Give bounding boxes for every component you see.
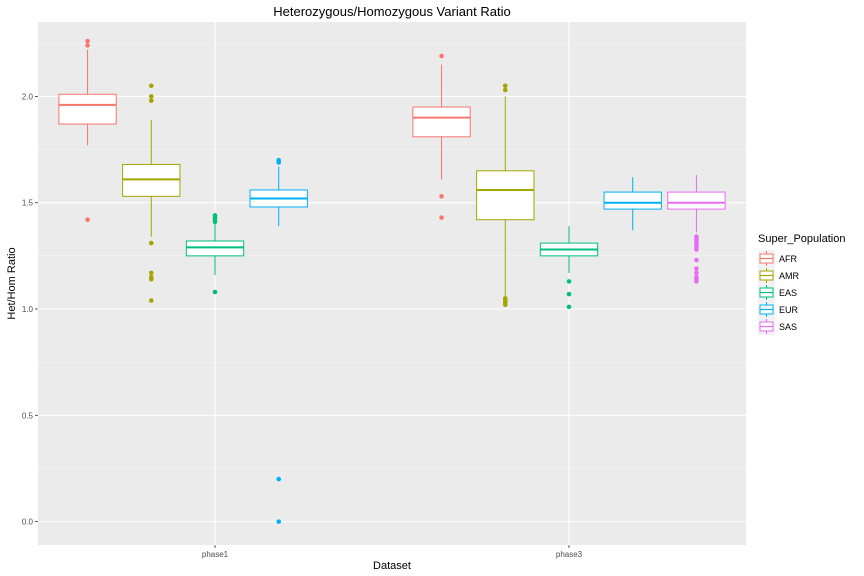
y-axis-title: Het/Hom Ratio [6, 247, 18, 319]
outlier-point [85, 43, 90, 48]
y-tick-label: 2.0 [22, 92, 34, 101]
outlier-point [212, 289, 218, 295]
box-iqr [122, 163, 181, 197]
outlier-point [439, 215, 444, 220]
legend-title: Super_Population [758, 233, 845, 245]
outlier-point [694, 247, 699, 252]
box-AFR-phase1 [58, 38, 117, 223]
box-iqr [603, 191, 662, 210]
outlier-point [276, 476, 282, 482]
legend-item-EAS: EAS [758, 284, 797, 301]
legend-label: SAS [779, 322, 797, 332]
outlier-point [502, 302, 508, 308]
outlier-point [566, 291, 572, 297]
legend-label: AMR [779, 271, 800, 281]
outlier-point [694, 270, 699, 276]
y-tick-label: 1.5 [22, 199, 34, 208]
legend-item-SAS: SAS [758, 318, 797, 335]
outlier-point [148, 240, 154, 246]
box-AMR-phase3 [476, 83, 535, 308]
x-tick-label: phase3 [556, 550, 583, 559]
box-EUR-phase3 [603, 177, 662, 231]
box-EAS-phase3 [539, 226, 599, 310]
legend: Super_Population AFR AMR EAS EUR SAS [758, 233, 845, 335]
outlier-point [502, 83, 508, 89]
grid-lines [38, 22, 746, 545]
outlier-point [439, 53, 444, 59]
x-axis-title: Dataset [373, 560, 411, 572]
outlier-point [148, 98, 154, 103]
legend-label: AFR [779, 254, 798, 264]
outlier-point [276, 519, 282, 524]
x-tick-label: phase1 [202, 550, 229, 559]
outlier-point [694, 266, 699, 271]
axes: 0.0 0.5 1.0 1.5 2.0 phase1 phase3 [22, 92, 583, 559]
y-tick-label: 0.0 [22, 518, 34, 527]
box-EUR-phase1 [249, 157, 308, 524]
outlier-point [148, 270, 154, 276]
outlier-point [276, 160, 282, 165]
outlier-point [694, 279, 699, 284]
y-tick-label: 1.0 [22, 305, 34, 314]
box-iqr [185, 240, 245, 257]
legend-label: EUR [779, 305, 799, 315]
outlier-point [439, 194, 444, 199]
box-AFR-phase3 [412, 53, 471, 220]
box-iqr [476, 170, 535, 221]
outlier-point [212, 219, 218, 225]
outlier-point [85, 217, 90, 223]
legend-item-EUR: EUR [758, 301, 799, 318]
outlier-point [148, 276, 154, 282]
y-tick-label: 0.5 [22, 411, 34, 420]
outlier-point [502, 87, 508, 93]
boxes [58, 38, 726, 524]
legend-item-AFR: AFR [758, 250, 798, 267]
outlier-point [148, 298, 154, 303]
outlier-point [566, 279, 572, 284]
outlier-point [85, 38, 90, 44]
box-SAS-phase3 [667, 175, 726, 284]
outlier-point [148, 94, 154, 99]
box-EAS-phase1 [185, 213, 245, 295]
legend-label: EAS [779, 288, 797, 298]
box-AMR-phase1 [122, 83, 181, 303]
outlier-point [148, 83, 154, 89]
box-iqr [667, 191, 726, 210]
box-iqr [412, 106, 471, 138]
outlier-point [694, 257, 699, 263]
box-iqr [58, 93, 117, 125]
plot-background [38, 22, 746, 545]
outlier-point [566, 304, 572, 310]
chart-title: Heterozygous/Homozygous Variant Ratio [273, 4, 511, 19]
legend-item-AMR: AMR [758, 267, 800, 284]
